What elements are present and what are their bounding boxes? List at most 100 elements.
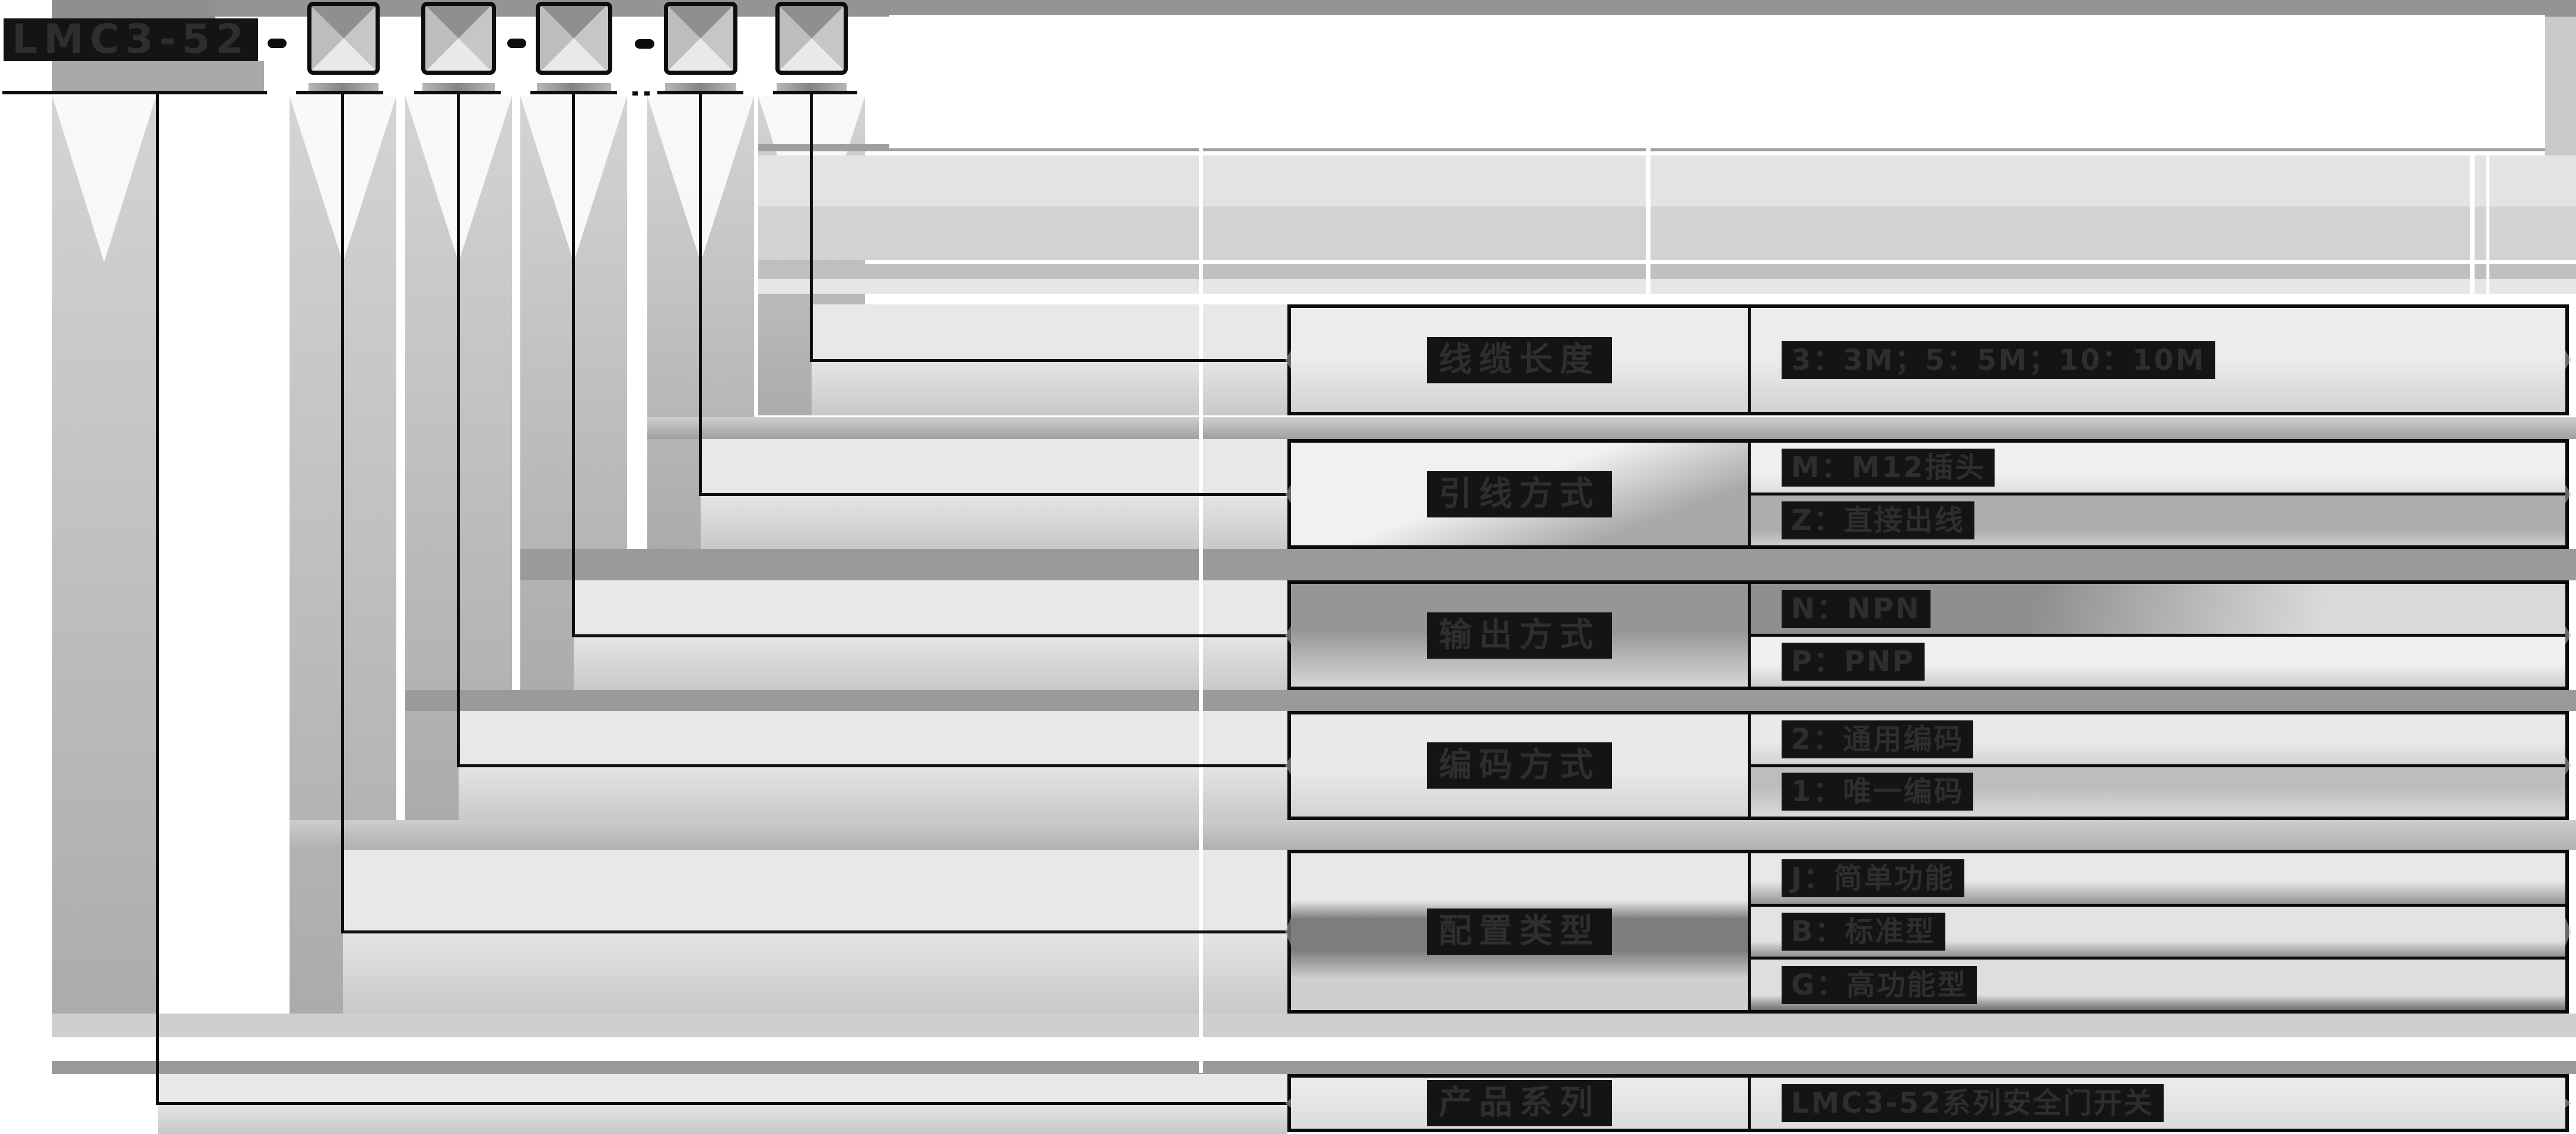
spec-row-label: 线缆长度 [1427, 336, 1612, 383]
title-under-shade [52, 61, 264, 91]
spec-row-value-subrow: P：PNP [1751, 634, 2565, 687]
connector-line-vertical [457, 93, 460, 767]
spec-row-label-cell: 编码方式 [1291, 714, 1751, 817]
code-box [307, 2, 380, 75]
shadow-column [52, 96, 156, 1037]
spec-row-value-subrow: LMC3-52系列安全门开关 [1751, 1078, 2565, 1129]
shade-band [52, 1014, 2576, 1037]
spec-row: 引线方式 M：M12插头 Z：直接出线 [1285, 439, 2571, 549]
spec-row: 产品系列 LMC3-52系列安全门开关 [1285, 1074, 2571, 1132]
spec-row-value: B：标准型 [1782, 913, 1945, 951]
right-edge-shade [2545, 17, 2576, 155]
spec-row-value-cell: M：M12插头 Z：直接出线 [1751, 443, 2565, 545]
shade-band [405, 690, 2576, 711]
spec-row-value: 1：唯一编码 [1782, 773, 1974, 811]
spec-row-value: M：M12插头 [1782, 449, 1995, 487]
code-box [775, 2, 848, 75]
code-box [664, 2, 737, 75]
white-overlay-box [889, 15, 2545, 148]
code-box-shadow-tab [665, 83, 736, 91]
spec-row-value: LMC3-52系列安全门开关 [1782, 1084, 2164, 1122]
shade-band [758, 207, 2576, 260]
connector-line-vertical [341, 93, 344, 933]
connector-line-horizontal [156, 1102, 1291, 1105]
white-line [2486, 153, 2489, 304]
code-separator-dash [507, 39, 526, 48]
white-line [1199, 96, 1203, 1073]
spec-row-value: N：NPN [1782, 590, 1931, 628]
spec-row: 输出方式 N：NPN P：PNP [1285, 580, 2571, 690]
spec-row-value-cell: 3：3M；5：5M；10：10M [1751, 308, 2565, 412]
code-box-shadow-tab [309, 83, 379, 91]
spec-row-label: 输出方式 [1427, 612, 1612, 659]
shade-band [520, 549, 2576, 580]
underline-segment [296, 91, 383, 94]
spec-row-value: 2：通用编码 [1782, 720, 1974, 758]
spec-row-value-subrow: 3：3M；5：5M；10：10M [1751, 308, 2565, 412]
shade-band [758, 279, 2576, 294]
shade-band [647, 417, 2576, 439]
underline-segment [657, 91, 743, 94]
spec-row-value-cell: N：NPN P：PNP [1751, 584, 2565, 687]
underline-segment [773, 91, 857, 94]
spec-row-value-subrow: B：标准型 [1751, 903, 2565, 957]
spec-row-label: 引线方式 [1427, 471, 1612, 517]
shade-band [52, 1061, 2576, 1074]
white-line [1646, 17, 1650, 304]
spec-row-value-subrow: Z：直接出线 [1751, 493, 2565, 545]
spec-row-value-subrow: G：高功能型 [1751, 957, 2565, 1010]
connector-line-vertical [572, 93, 575, 637]
spec-row-value-subrow: N：NPN [1751, 584, 2565, 634]
code-box [421, 2, 496, 75]
spec-row: 线缆长度 3：3M；5：5M；10：10M [1285, 304, 2571, 415]
spec-row-value: 3：3M；5：5M；10：10M [1782, 341, 2215, 379]
spec-row-label-cell: 输出方式 [1291, 584, 1751, 687]
spec-row-value-subrow: M：M12插头 [1751, 443, 2565, 493]
spec-row-value: J：简单功能 [1782, 859, 1964, 898]
product-code-prefix: LMC3-52 [4, 18, 259, 61]
connector-line-vertical [810, 93, 813, 362]
spec-row-label-cell: 线缆长度 [1291, 308, 1751, 412]
spec-row-label: 编码方式 [1427, 742, 1612, 789]
underline-segment [530, 91, 617, 94]
spec-row-label-cell: 配置类型 [1291, 853, 1751, 1010]
title-top-shade [52, 0, 215, 18]
code-box-shadow-tab [537, 83, 611, 91]
spec-row-value-cell: J：简单功能 B：标准型 G：高功能型 [1751, 853, 2565, 1010]
spec-row-label: 配置类型 [1427, 909, 1612, 955]
underline-dot [632, 91, 638, 96]
connector-line-horizontal [572, 634, 1291, 637]
underline-segment [414, 91, 501, 94]
connector-line-horizontal [341, 930, 1291, 933]
spec-row-value-cell: 2：通用编码 1：唯一编码 [1751, 714, 2565, 817]
shadow-peak [52, 96, 156, 262]
connector-line-horizontal [699, 493, 1291, 496]
connector-line-horizontal [810, 359, 1291, 362]
spec-row-value-subrow: 1：唯一编码 [1751, 764, 2565, 817]
shade-band [290, 820, 2576, 850]
spec-row-value: G：高功能型 [1782, 965, 1977, 1004]
spec-row: 配置类型 J：简单功能 B：标准型 G：高功能型 [1285, 850, 2571, 1014]
underline-dot [644, 91, 650, 96]
spec-row-value-subrow: J：简单功能 [1751, 853, 2565, 904]
connector-line-horizontal [457, 764, 1291, 767]
code-box [536, 2, 612, 75]
spec-row-label-cell: 引线方式 [1291, 443, 1751, 545]
code-box-shadow-tab [777, 83, 847, 91]
shade-band [758, 155, 2576, 207]
spec-row-value: Z：直接出线 [1782, 501, 1974, 539]
connector-line-vertical [699, 93, 702, 496]
code-box-shadow-tab [422, 83, 495, 91]
spec-row-value-subrow: 2：通用编码 [1751, 714, 2565, 764]
spec-row: 编码方式 2：通用编码 1：唯一编码 [1285, 711, 2571, 820]
spec-row-value: P：PNP [1782, 643, 1925, 681]
connector-line-vertical [156, 93, 159, 1105]
spec-row-label-cell: 产品系列 [1291, 1078, 1751, 1129]
white-line [2470, 153, 2475, 304]
shade-band [758, 264, 2576, 279]
spec-row-value-cell: LMC3-52系列安全门开关 [1751, 1078, 2565, 1129]
underline-segment [2, 91, 267, 94]
spec-row-label: 产品系列 [1427, 1080, 1612, 1126]
code-separator-dash [268, 39, 287, 48]
